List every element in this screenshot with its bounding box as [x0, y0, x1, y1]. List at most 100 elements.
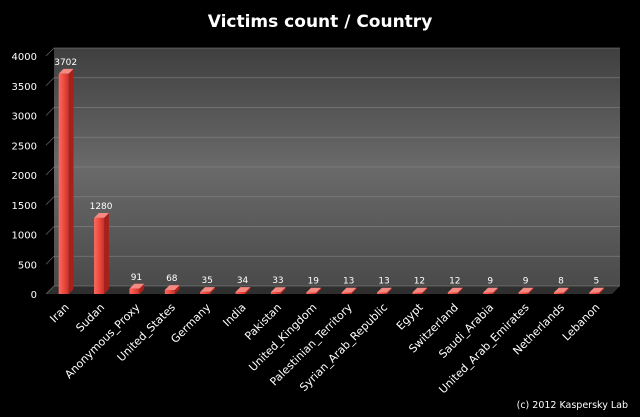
data-label: 13 — [378, 277, 389, 287]
bar — [94, 213, 109, 294]
gridline — [45, 285, 620, 295]
bar-face — [412, 292, 423, 294]
bar-face — [589, 292, 600, 294]
bar-top — [94, 213, 109, 218]
bar-side — [139, 283, 145, 294]
bar-face — [483, 292, 494, 294]
bar-face — [164, 289, 175, 294]
gridline — [45, 226, 620, 235]
bar-face — [377, 292, 388, 294]
plot-floor — [46, 286, 620, 294]
bar — [200, 287, 215, 294]
x-tick-label: Sudan — [73, 301, 107, 335]
bar-face — [129, 288, 140, 294]
bar — [235, 287, 251, 294]
data-label: 68 — [166, 274, 178, 284]
x-tick-label: Lebanon — [560, 301, 603, 344]
bar-side — [245, 287, 251, 294]
bar-top — [553, 287, 569, 293]
bar-side — [210, 287, 215, 294]
bar-top — [341, 287, 357, 293]
y-tick-label: 3000 — [12, 112, 37, 123]
bar-top — [518, 287, 534, 293]
data-label: 13 — [343, 277, 354, 287]
data-label: 3702 — [54, 58, 77, 68]
bar-top — [164, 285, 180, 290]
bar-face — [447, 292, 458, 294]
gridline — [45, 47, 620, 57]
gridline — [45, 196, 620, 206]
bar-side — [422, 287, 428, 294]
bar — [164, 285, 180, 294]
data-label: 35 — [201, 276, 212, 286]
bar — [412, 287, 428, 294]
gridline — [45, 136, 620, 146]
bar-top — [589, 287, 605, 293]
gridline — [45, 77, 620, 87]
bar-side — [387, 287, 392, 294]
bar-side — [528, 287, 534, 294]
bar-face — [200, 291, 211, 294]
data-label: 91 — [131, 273, 142, 283]
bar-top — [306, 287, 322, 293]
bar-side — [351, 287, 357, 294]
bar-face — [518, 292, 529, 294]
bar — [518, 287, 534, 294]
data-label: 19 — [308, 277, 320, 287]
bar-side — [104, 213, 109, 294]
bar-top — [412, 287, 428, 293]
bar-top — [129, 283, 145, 289]
bar-top — [447, 287, 463, 293]
y-tick-label: 4000 — [12, 52, 37, 63]
y-tick-label: 3500 — [12, 82, 37, 93]
copyright-text: (c) 2012 Kaspersky Lab — [517, 400, 628, 411]
bar-face — [553, 292, 564, 294]
x-tick-label: Egypt — [394, 300, 426, 332]
y-tick-label: 500 — [18, 260, 37, 271]
y-axis-ticks: 0 500 1000 1500 2000 2500 3000 3500 4000 — [12, 52, 37, 301]
y-tick-label: 1500 — [12, 201, 37, 212]
bar — [58, 68, 74, 294]
chart-title: Victims count / Country — [208, 12, 433, 32]
bar-top — [483, 287, 498, 293]
bar — [341, 287, 357, 294]
data-label: 8 — [558, 277, 564, 287]
data-label: 5 — [593, 277, 599, 287]
bar-side — [316, 287, 322, 294]
bar — [129, 283, 145, 294]
bar-face — [341, 292, 352, 294]
x-tick-label: Iran — [47, 301, 71, 325]
bar-top — [58, 68, 74, 74]
bar — [447, 287, 463, 294]
x-axis-labels: Iran SudanAnonymous_ProxyUnited_StatesGer… — [47, 300, 602, 396]
bar-top — [377, 287, 392, 293]
y-tick-label: 2500 — [12, 141, 37, 152]
bars — [58, 68, 605, 294]
bar-side — [457, 287, 463, 294]
bar-side — [280, 287, 286, 294]
bar-top — [235, 287, 251, 292]
bar-side — [68, 68, 74, 294]
bar-face — [306, 292, 317, 294]
bar-face — [235, 291, 246, 294]
data-label: 1280 — [90, 202, 113, 212]
data-label: 9 — [487, 277, 493, 287]
y-tick-label: 1000 — [12, 231, 37, 242]
bar — [270, 287, 286, 294]
data-labels: 3702 1280 91 68 35 34 33 19 13 13 12 12 9 9 8 5 — [54, 58, 599, 287]
bar — [589, 287, 605, 294]
y-tick-label: 2000 — [12, 171, 37, 182]
bar-side — [599, 287, 605, 294]
gridline — [45, 166, 620, 176]
data-label: 12 — [414, 277, 425, 287]
bar-side — [174, 285, 180, 294]
bar-face — [270, 292, 281, 294]
gridlines — [45, 47, 620, 295]
bar-top — [200, 287, 215, 292]
data-label: 9 — [523, 277, 529, 287]
bar-face — [94, 217, 105, 294]
gridline — [45, 107, 620, 116]
bar-side — [493, 287, 498, 294]
x-tick-label: India — [220, 301, 248, 329]
bar — [553, 287, 569, 294]
